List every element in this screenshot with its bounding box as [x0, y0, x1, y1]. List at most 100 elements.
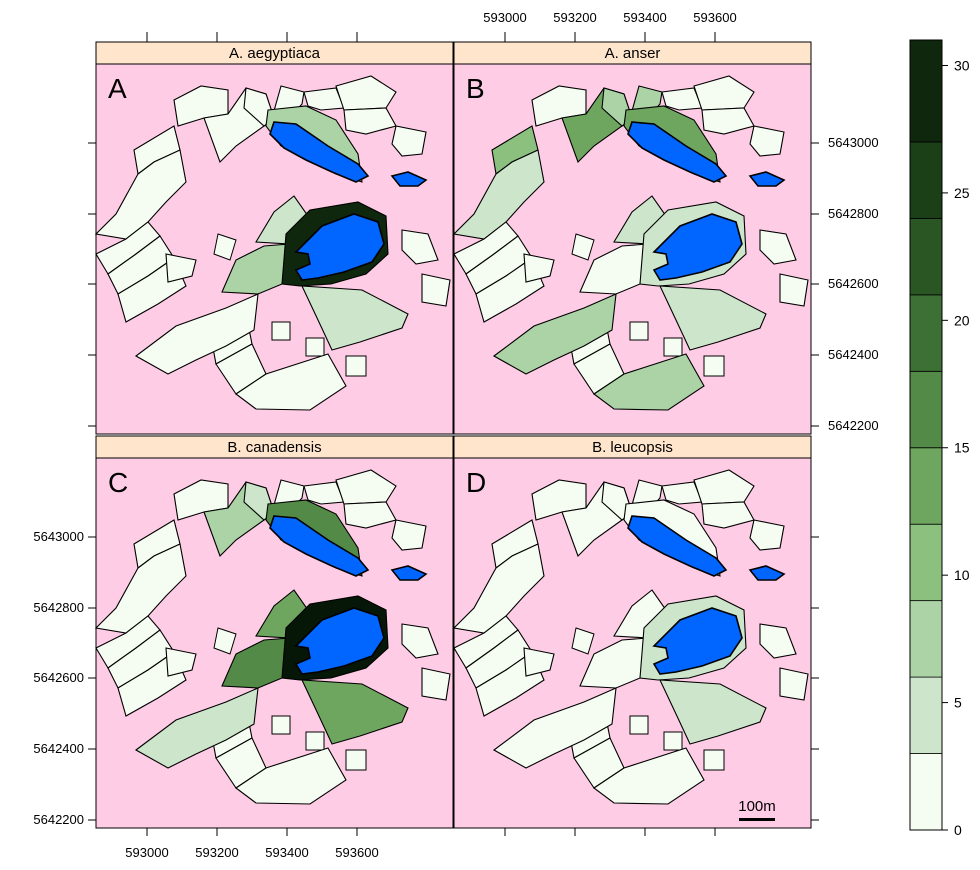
panel-d: B. leucopsis D	[452, 435, 812, 829]
panel-letter: A	[108, 73, 127, 104]
color-key-bin	[909, 600, 943, 678]
y-tick-label: 5642400	[828, 347, 879, 362]
color-key-bin	[909, 370, 943, 449]
map-area: D	[452, 457, 812, 829]
lake-north	[627, 515, 728, 577]
parcel-small	[663, 731, 683, 751]
x-tick-label: 593400	[623, 10, 666, 25]
parcel-e2	[421, 667, 451, 701]
color-key-bin	[909, 523, 943, 602]
color-key-bin	[909, 294, 943, 372]
parcel-n5	[661, 87, 703, 111]
panel-c: B. canadensis C	[94, 435, 454, 829]
x-tick-label: 593600	[335, 845, 378, 860]
parcel-e2	[779, 273, 809, 307]
lake-south	[652, 607, 743, 675]
parcel-e1	[759, 229, 797, 265]
parcel-e1	[401, 229, 439, 265]
parcel-small	[213, 233, 237, 261]
lake-north	[269, 121, 370, 183]
panel-letter: D	[466, 467, 486, 498]
panel-letter: B	[466, 73, 485, 104]
axes: 593000 593200 593400 593600 593000 593200 5934…	[33, 10, 878, 860]
lake-north	[269, 515, 370, 577]
parcel-s3	[235, 747, 347, 805]
parcel-small	[271, 321, 291, 341]
parcel-n6	[335, 469, 397, 505]
parcel-sw_fan	[134, 293, 259, 375]
parcel-w6	[165, 647, 197, 677]
parcel-e2	[779, 667, 809, 701]
parcel-n7	[701, 107, 755, 135]
lake-east	[748, 565, 786, 581]
color-key: 0 5 10 15 20 25 30	[909, 39, 970, 838]
panel-letter: C	[108, 467, 128, 498]
parcel-small	[345, 355, 367, 377]
lake-south	[652, 213, 743, 281]
parcel-w6	[523, 647, 555, 677]
parcel-n8	[749, 519, 785, 551]
parcel-small	[629, 715, 649, 735]
parcel-s_fan	[659, 679, 767, 745]
parcel-e1	[759, 623, 797, 659]
parcel-small	[571, 233, 595, 261]
color-key-tick-label: 20	[954, 312, 970, 328]
y-tick-label: 5642600	[33, 670, 84, 685]
parcel-n8	[749, 125, 785, 157]
map-area: C	[94, 457, 454, 829]
parcel-s_fan	[659, 285, 767, 351]
parcel-small	[305, 731, 325, 751]
parcel-e1	[401, 623, 439, 659]
y-tick-label: 5643000	[828, 135, 879, 150]
parcel-n6	[693, 75, 755, 111]
parcel-small	[629, 321, 649, 341]
parcel-n5	[303, 481, 345, 505]
map-area: B	[452, 63, 812, 435]
parcel-n8	[391, 125, 427, 157]
lake-north	[627, 121, 728, 183]
parcel-small	[571, 627, 595, 655]
scale-bar-line	[739, 818, 775, 821]
lake-east	[390, 171, 428, 187]
parcel-sw_fan	[134, 687, 259, 769]
color-key-bin	[909, 753, 943, 831]
color-key-tick-label: 5	[954, 695, 962, 711]
parcel-n7	[701, 501, 755, 529]
color-key-tick-label: 30	[954, 57, 970, 73]
color-key-tick-label: 25	[954, 185, 970, 201]
parcel-s3	[235, 353, 347, 411]
panel-b: A. anser B	[452, 41, 812, 435]
parcel-small	[305, 337, 325, 357]
color-key-bin	[909, 39, 943, 143]
parcel-n7	[343, 501, 397, 529]
panel-title: A. anser	[605, 45, 661, 62]
y-tick-label: 5642800	[828, 206, 879, 221]
lake-east	[748, 171, 786, 187]
panel-title: B. canadensis	[227, 439, 321, 456]
parcel-e2	[421, 273, 451, 307]
parcel-s3	[593, 747, 705, 805]
color-key-bin	[909, 447, 943, 525]
parcel-sw_fan	[492, 293, 617, 375]
y-tick-label: 5642600	[828, 276, 879, 291]
lake-south	[294, 213, 385, 281]
x-tick-label: 593200	[195, 845, 238, 860]
x-tick-label: 593600	[693, 10, 736, 25]
parcel-n5	[661, 481, 703, 505]
y-tick-label: 5642200	[33, 812, 84, 827]
x-tick-label: 593400	[265, 845, 308, 860]
color-key-bin	[909, 141, 943, 219]
lake-south	[294, 607, 385, 675]
panel-title: B. leucopsis	[592, 439, 673, 456]
color-key-bin	[909, 217, 943, 296]
color-key-tick-label: 0	[954, 822, 962, 838]
parcel-n5	[303, 87, 345, 111]
parcel-n8	[391, 519, 427, 551]
parcel-sw_fan	[492, 687, 617, 769]
panel-a: A. aegyptiaca A	[94, 41, 454, 435]
y-tick-label: 5642800	[33, 600, 84, 615]
parcel-small	[663, 337, 683, 357]
color-key-tick-label: 15	[954, 440, 970, 456]
